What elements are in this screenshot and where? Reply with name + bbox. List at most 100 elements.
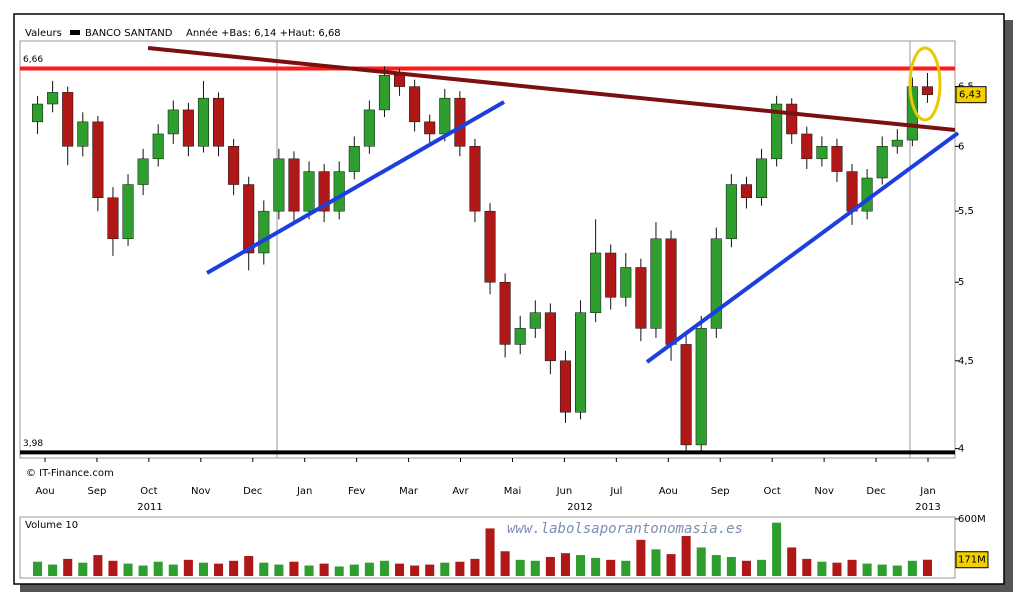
candle-body	[635, 267, 647, 329]
candle-body	[122, 184, 134, 240]
candle-body	[137, 158, 149, 185]
x-tick-label: Avr	[452, 486, 469, 497]
candle-body	[182, 109, 194, 147]
x-tick-label: Jun	[556, 486, 573, 497]
candle-body	[665, 238, 677, 345]
y-tick-label: 6	[958, 141, 964, 152]
candle-body	[590, 252, 602, 313]
volume-bar	[379, 560, 389, 576]
candle-body	[771, 103, 783, 160]
volume-bar	[259, 562, 269, 576]
volume-bar	[485, 528, 495, 576]
volume-bar	[138, 565, 148, 576]
volume-bar	[48, 564, 58, 576]
y-tick-label: 5,5	[958, 206, 974, 217]
volume-bar	[425, 564, 435, 576]
year-label: 2011	[137, 502, 162, 513]
marks	[20, 66, 955, 576]
candle-body	[921, 86, 933, 95]
watermark: www.labolsaporantonomasia.es	[507, 521, 743, 537]
candle-body	[348, 146, 360, 172]
candle-body	[213, 97, 225, 147]
volume-bar	[78, 562, 88, 576]
x-tick-label: Jan	[296, 486, 312, 497]
candle-body	[333, 171, 345, 212]
volume-tick-label: 600M	[958, 514, 986, 525]
volume-bar	[289, 561, 299, 576]
candle-body	[575, 312, 587, 413]
x-tick-label: Sep	[88, 486, 107, 497]
volume-bar	[666, 554, 676, 576]
volume-bar	[741, 560, 751, 576]
candle-body	[243, 184, 255, 254]
candle-body	[62, 92, 74, 147]
price-panel	[19, 40, 956, 459]
volume-bar	[168, 564, 178, 576]
volume-bar	[802, 558, 812, 576]
candle-body	[559, 360, 571, 413]
volume-bar	[862, 563, 872, 576]
volume-bar	[214, 563, 224, 576]
volume-bar	[681, 536, 691, 576]
trendline	[147, 46, 956, 132]
candle-body	[891, 139, 903, 147]
volume-bar	[877, 564, 887, 576]
candle-body	[499, 281, 511, 345]
volume-bar	[33, 561, 43, 576]
candle-body	[831, 146, 843, 172]
volume-bar	[651, 549, 661, 576]
candle-body	[680, 344, 692, 446]
x-tick-label: Mar	[399, 486, 419, 497]
volume-bar	[349, 564, 359, 576]
candle-body	[801, 133, 813, 160]
candle-body	[529, 312, 541, 329]
x-tick-label: Nov	[191, 486, 211, 497]
candle-body	[409, 86, 421, 123]
year-label: 2012	[567, 502, 592, 513]
volume-bar	[907, 560, 917, 576]
candle-body	[454, 97, 466, 147]
volume-bar	[560, 553, 570, 576]
volume-bar	[304, 565, 314, 576]
candle-body	[424, 121, 436, 135]
highlight	[908, 46, 942, 122]
volume-bar	[636, 539, 646, 576]
volume-bar	[787, 547, 797, 576]
candle-body	[77, 121, 89, 147]
volume-title: Volume 10	[25, 520, 78, 531]
candle-body	[318, 171, 330, 212]
volume-bar	[711, 555, 721, 576]
volume-bar	[696, 547, 706, 576]
volume-panel	[19, 516, 956, 579]
volume-bar	[364, 562, 374, 576]
candle-body	[258, 210, 270, 254]
candle-body	[394, 74, 406, 87]
candle-body	[152, 133, 164, 160]
x-tick-label: Aou	[35, 486, 54, 497]
source: © IT-Finance.com	[26, 468, 114, 479]
volume-bar	[244, 556, 254, 576]
candle-body	[725, 184, 737, 240]
volume-bar	[817, 561, 827, 576]
volume-bar	[832, 562, 842, 576]
level-label: 6,66	[23, 55, 43, 65]
candle-body	[620, 267, 632, 298]
volume-bar	[892, 565, 902, 576]
volume-bar	[93, 555, 103, 576]
volume-bar	[153, 561, 163, 576]
candle-body	[710, 238, 722, 329]
last-volume-label: 171M	[958, 555, 986, 566]
candle-body	[92, 121, 104, 198]
level-label: 3,98	[23, 439, 43, 449]
range-text: Année +Bas: 6,14 +Haut: 6,68	[186, 27, 341, 39]
x-tick-label: Nov	[814, 486, 834, 497]
x-tick-label: Sep	[711, 486, 730, 497]
volume-bar	[606, 559, 616, 576]
volume-bar	[440, 562, 450, 576]
year-label: 2013	[915, 502, 940, 513]
candle-body	[197, 97, 209, 147]
x-tick-label: Oct	[140, 486, 157, 497]
candle-body	[605, 252, 617, 298]
trendline	[645, 131, 960, 364]
